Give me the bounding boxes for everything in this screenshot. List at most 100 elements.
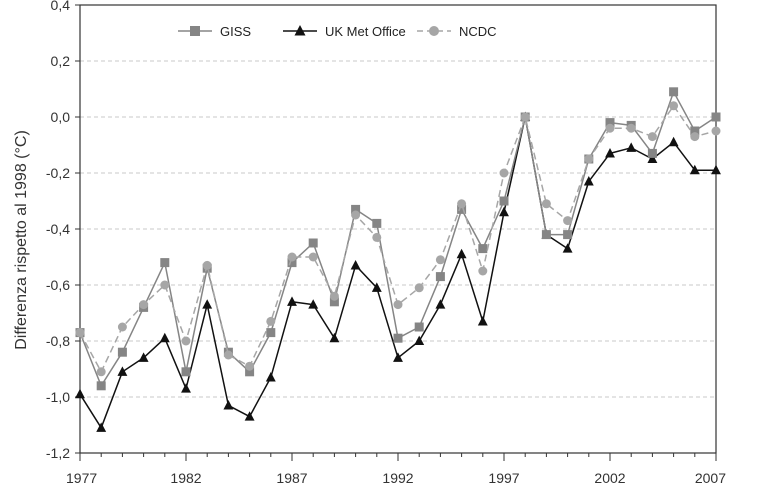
- data-point-ncdc: [541, 199, 551, 209]
- data-point-giss: [669, 87, 679, 97]
- data-point-uk-met-office: [244, 411, 255, 421]
- data-point-giss: [266, 328, 276, 338]
- data-point-giss: [457, 204, 467, 214]
- data-point-uk-met-office: [159, 332, 170, 343]
- data-point-uk-met-office: [605, 148, 615, 158]
- y-tick-label: 0,2: [51, 53, 71, 69]
- data-point-uk-met-office: [138, 352, 149, 362]
- data-point-uk-met-office: [202, 299, 213, 309]
- data-point-uk-met-office: [477, 316, 488, 326]
- data-point-ncdc: [626, 123, 636, 133]
- series-ncdc: [75, 101, 721, 377]
- x-tick-label: 1987: [276, 470, 307, 486]
- data-point-giss: [478, 244, 488, 254]
- data-point-giss: [499, 196, 509, 206]
- data-point-uk-met-office: [583, 176, 594, 186]
- data-point-ncdc: [160, 280, 170, 290]
- x-tick-label: 1992: [382, 470, 413, 486]
- data-point-uk-met-office: [96, 422, 107, 432]
- data-point-uk-met-office: [414, 335, 425, 346]
- y-tick-label: -0,6: [46, 277, 70, 293]
- series-lines: [75, 87, 721, 432]
- data-point-ncdc: [499, 168, 509, 178]
- data-point-ncdc: [669, 101, 679, 111]
- data-point-uk-met-office: [435, 299, 446, 309]
- series-uk-met-office: [75, 111, 721, 432]
- data-point-uk-met-office: [117, 366, 128, 376]
- data-point-ncdc: [584, 154, 594, 164]
- data-point-giss: [351, 204, 361, 214]
- data-point-uk-met-office: [371, 282, 382, 292]
- data-point-ncdc: [223, 350, 233, 360]
- data-point-uk-met-office: [711, 164, 721, 175]
- data-point-ncdc: [711, 126, 721, 136]
- data-point-giss: [435, 272, 445, 282]
- data-point-ncdc: [520, 112, 530, 122]
- data-point-ncdc: [435, 255, 445, 265]
- y-tick-label: 0,4: [51, 0, 71, 13]
- data-point-giss: [372, 218, 382, 228]
- x-tick-label: 2007: [695, 470, 726, 486]
- data-point-giss: [393, 333, 403, 343]
- data-point-uk-met-office: [329, 332, 340, 343]
- data-point-giss: [647, 148, 657, 158]
- legend-item-giss: GISS: [178, 24, 251, 39]
- data-point-uk-met-office: [75, 388, 85, 399]
- data-point-uk-met-office: [668, 136, 679, 147]
- legend: GISS UK Met Office NCDC: [178, 24, 497, 39]
- x-tick-label: 2002: [594, 470, 625, 486]
- data-point-uk-met-office: [456, 248, 467, 259]
- y-axis-title: Differenza rispetto al 1998 (°C): [13, 130, 30, 350]
- data-point-ncdc: [308, 252, 318, 262]
- data-point-uk-met-office: [350, 260, 361, 270]
- data-point-ncdc: [478, 266, 488, 276]
- data-point-ncdc: [181, 336, 191, 346]
- data-point-ncdc: [563, 216, 573, 226]
- data-point-ncdc: [245, 361, 255, 371]
- legend-label-giss: GISS: [220, 24, 251, 39]
- data-point-giss: [308, 238, 318, 248]
- series-line-uk-met-office: [79, 116, 716, 429]
- data-point-ncdc: [287, 252, 297, 262]
- data-point-giss: [96, 381, 106, 391]
- grid-lines: [80, 60, 716, 398]
- data-point-uk-met-office: [499, 206, 509, 217]
- data-point-giss: [287, 258, 297, 268]
- legend-item-ncdc: NCDC: [417, 24, 497, 39]
- data-point-uk-met-office: [223, 400, 234, 410]
- y-tick-label: -0,4: [46, 221, 70, 237]
- data-point-ncdc: [372, 232, 382, 242]
- data-point-ncdc: [605, 123, 615, 133]
- data-point-ncdc: [351, 210, 361, 220]
- series-giss: [75, 87, 721, 391]
- x-tick-label: 1997: [488, 470, 519, 486]
- data-point-giss: [160, 258, 170, 268]
- data-point-ncdc: [393, 300, 403, 310]
- y-tick-label: 0,0: [51, 109, 71, 125]
- data-point-uk-met-office: [287, 296, 297, 306]
- data-point-ncdc: [96, 367, 106, 377]
- data-point-uk-met-office: [308, 299, 319, 309]
- data-point-ncdc: [266, 316, 276, 326]
- data-point-giss: [329, 297, 339, 307]
- data-point-ncdc: [75, 328, 85, 338]
- data-point-uk-met-office: [181, 383, 191, 393]
- legend-marker-uk-met-office: [294, 25, 306, 36]
- data-point-ncdc: [690, 132, 700, 142]
- y-tick-label: -0,2: [46, 165, 70, 181]
- data-point-uk-met-office: [647, 153, 658, 164]
- y-tick-label: -1,2: [46, 445, 70, 461]
- legend-marker-ncdc: [429, 26, 439, 36]
- data-point-giss: [690, 126, 700, 136]
- data-point-ncdc: [329, 291, 339, 301]
- legend-label-ncdc: NCDC: [459, 24, 497, 39]
- data-point-uk-met-office: [393, 352, 403, 362]
- data-point-ncdc: [457, 199, 467, 209]
- x-axis: 1977 1982 1987 1992 1997 2002 2007: [66, 453, 726, 486]
- data-point-giss: [245, 367, 255, 377]
- data-point-uk-met-office: [626, 142, 637, 152]
- y-axis: 0,4 0,2 0,0 -0,2 -0,4 -0,6 -0,8 -1,0 -1,2: [46, 0, 80, 461]
- legend-label-uk-met-office: UK Met Office: [325, 24, 406, 39]
- data-point-ncdc: [647, 132, 657, 142]
